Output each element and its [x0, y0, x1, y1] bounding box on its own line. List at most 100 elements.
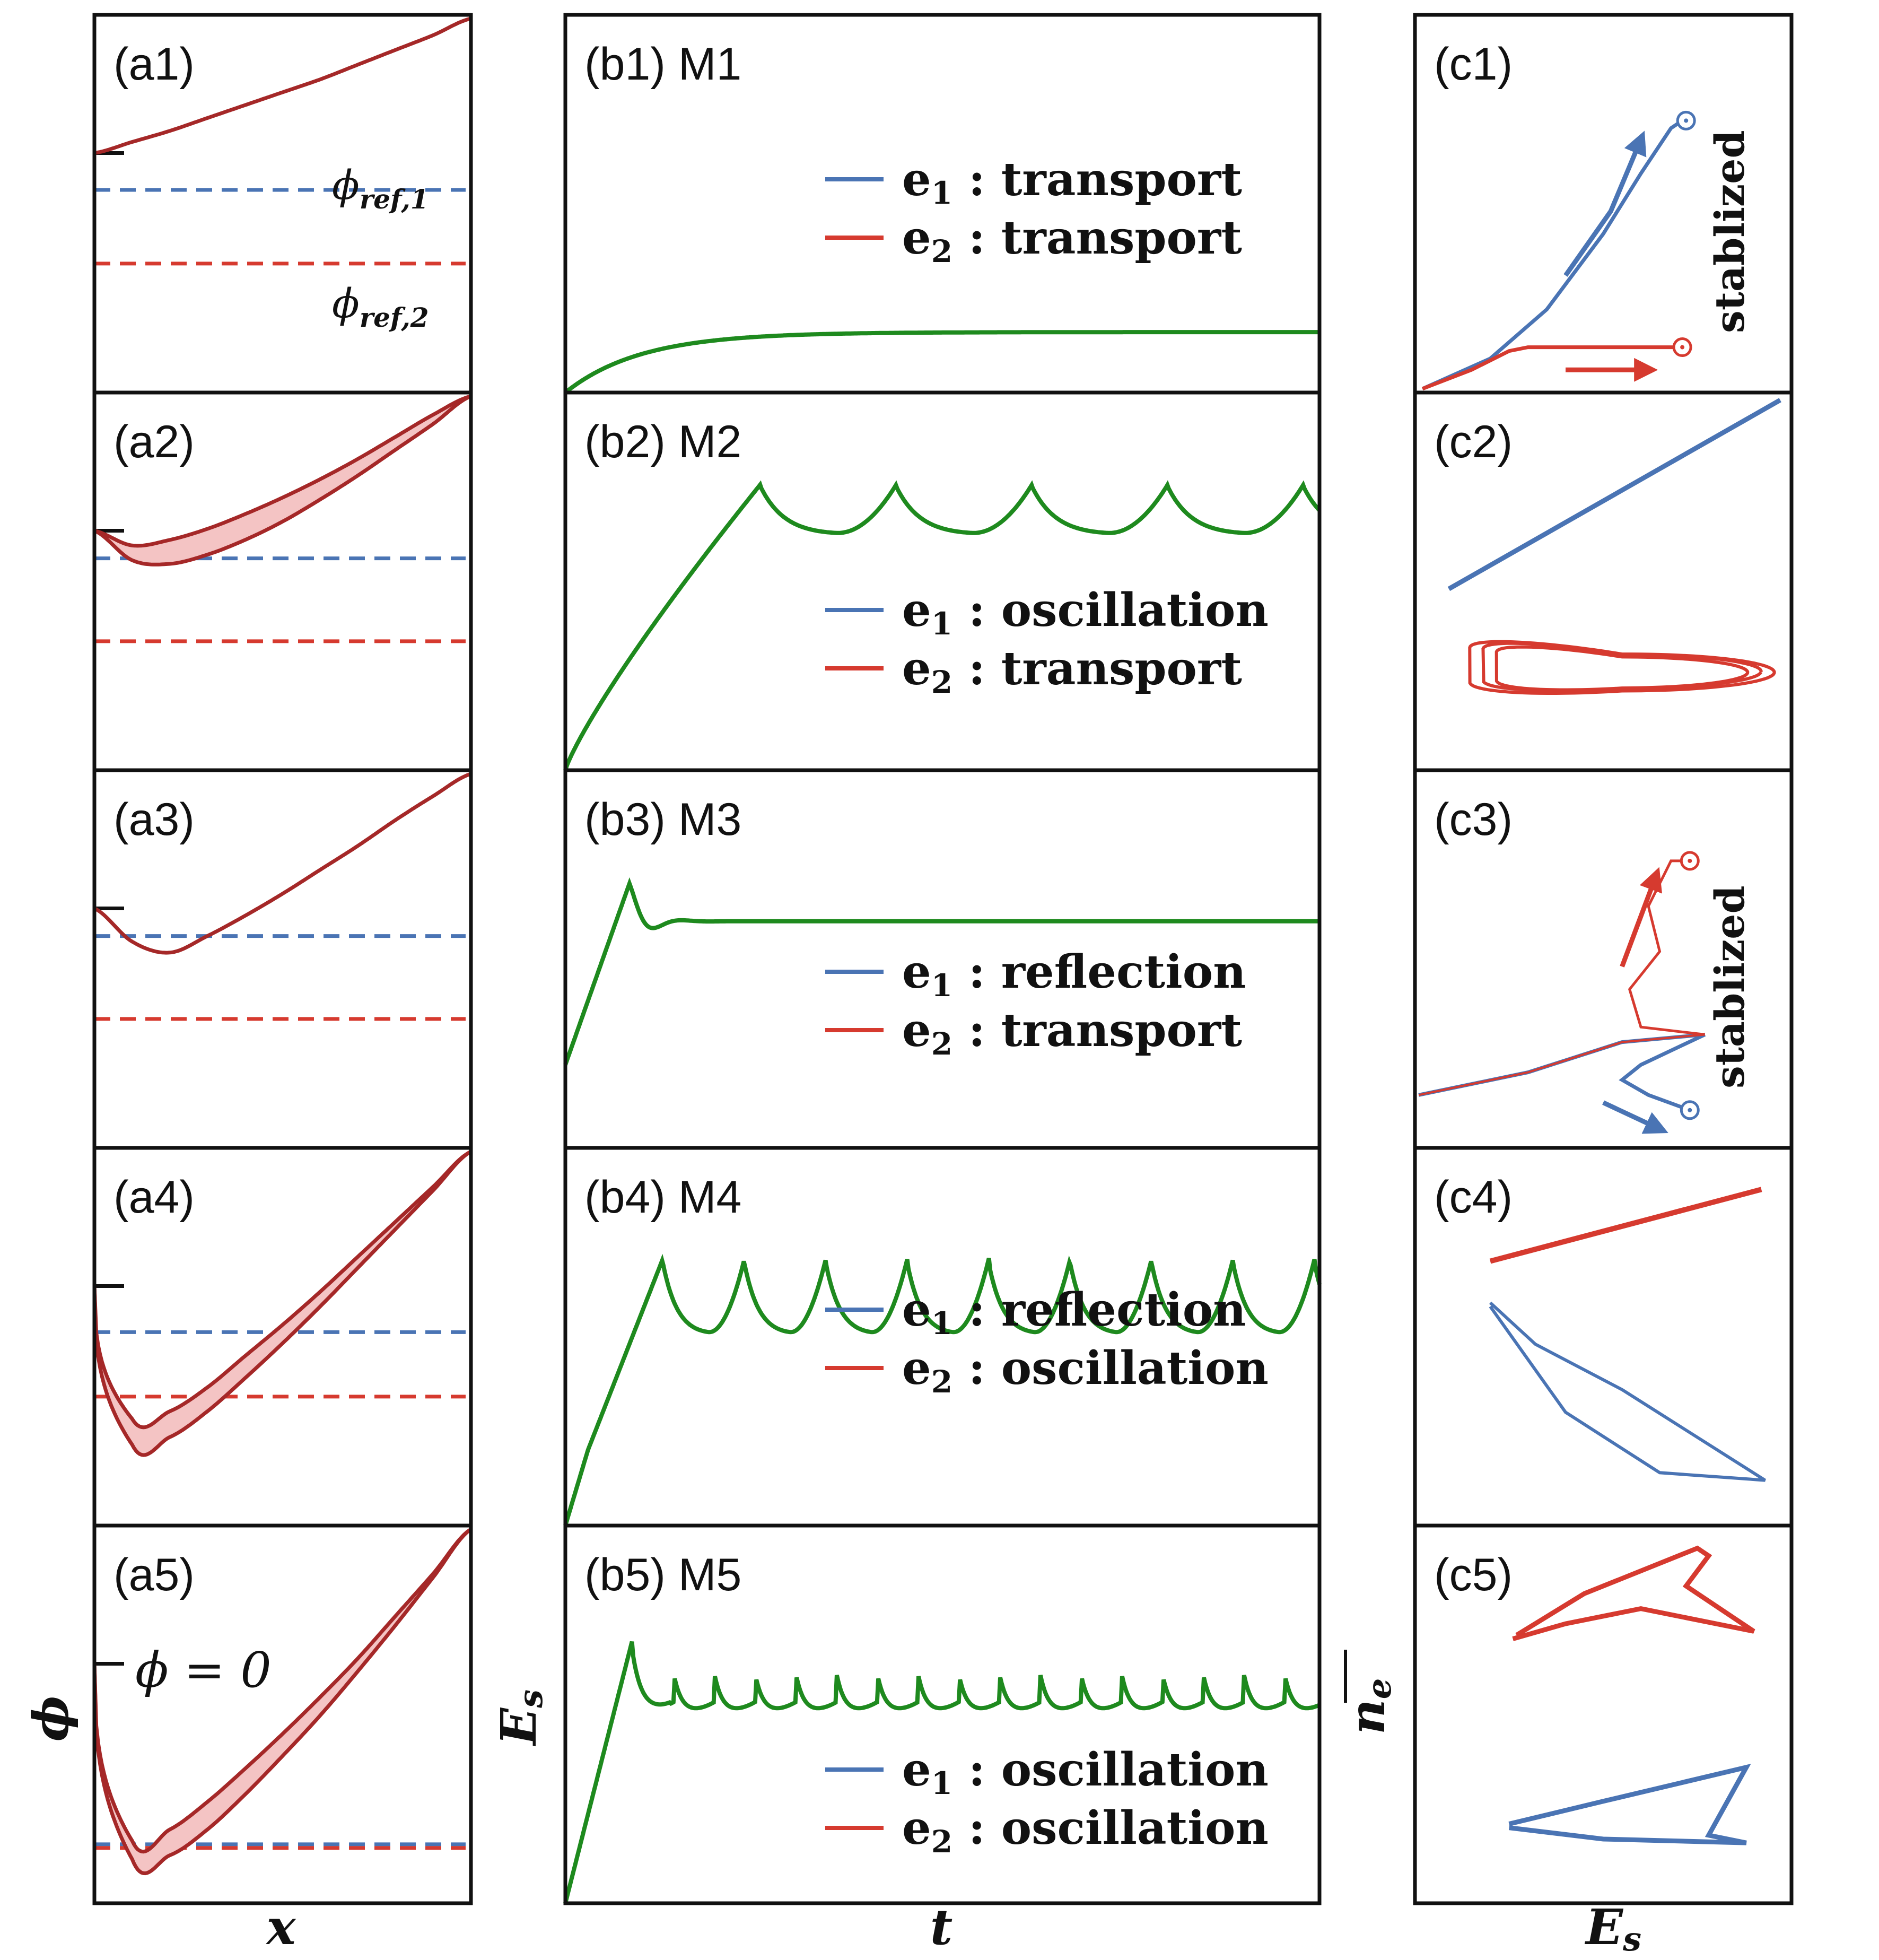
e1-arrow	[1602, 1100, 1668, 1134]
legend-entry: e2 : transport	[825, 1004, 1242, 1062]
panel-label: (a4)	[113, 1172, 195, 1223]
panel-label: (c5)	[1434, 1549, 1513, 1600]
e2-trajectory	[1418, 1033, 1705, 1096]
ylabel-b: Es	[490, 1689, 550, 1747]
xlabel-b: t	[930, 1898, 953, 1956]
es-curve	[563, 877, 1319, 1066]
e1-trajectory	[1489, 1301, 1766, 1482]
phi-ref1-label: ϕref,1	[332, 161, 429, 215]
fixed-point-dot	[1688, 1108, 1692, 1112]
panel-label: (c2)	[1434, 416, 1513, 467]
panel-a3: (a3)	[92, 768, 473, 1150]
e1-trajectory	[1447, 398, 1781, 591]
phi-band	[94, 1151, 471, 1456]
panel-frame	[563, 1523, 1322, 1905]
phi-curve-lower	[92, 1528, 473, 1876]
panel-frame	[1413, 1523, 1794, 1905]
panel-label: (b4) M4	[584, 1172, 741, 1223]
es-curve	[564, 330, 1319, 395]
e2-trajectory	[1512, 1545, 1755, 1641]
fixed-point-dot	[1688, 858, 1692, 863]
panel-label: (c4)	[1434, 1172, 1513, 1223]
panel-c4: (c4)	[1413, 1146, 1794, 1528]
legend-label: e2 : transport	[902, 642, 1242, 700]
legend-entry: e2 : transport	[825, 642, 1242, 700]
legend-label: e1 : oscillation	[902, 1743, 1269, 1801]
phi-curve-lower	[93, 394, 472, 567]
legend-entry: e1 : oscillation	[825, 583, 1269, 642]
phi-curve	[94, 16, 471, 155]
panel-c2: (c2)	[1413, 390, 1794, 772]
phi-curve-upper	[94, 394, 471, 548]
phi-curve-upper	[92, 1149, 472, 1430]
legend-label: e1 : reflection	[902, 1283, 1246, 1341]
e2-trajectory	[1489, 1187, 1762, 1264]
panel-a5: (a5)	[92, 1523, 473, 1905]
panel-label: (c3)	[1434, 794, 1513, 845]
es-curve	[563, 1641, 1321, 1904]
xlabel-c: Es	[1584, 1898, 1641, 1958]
legend-entry: e1 : transport	[825, 153, 1242, 211]
legend-entry: e2 : transport	[825, 211, 1242, 269]
legend-entry: e1 : oscillation	[825, 1743, 1269, 1801]
phi-curve	[93, 772, 472, 955]
phi-curve-lower	[92, 1149, 472, 1457]
ylabel-c: ne	[1339, 1650, 1399, 1735]
phi-band	[94, 396, 471, 565]
e1-arrow	[1563, 130, 1647, 277]
legend-label: e1 : oscillation	[902, 583, 1269, 642]
panel-label: (b2) M2	[584, 416, 741, 467]
xlabel-a: x	[266, 1898, 296, 1956]
panel-label: (a3)	[113, 794, 195, 845]
panel-a4: (a4)	[92, 1146, 473, 1528]
reference-labels: ϕref,1 ϕref,2	[332, 161, 429, 333]
panel-label: (c1)	[1434, 39, 1513, 90]
legend-entry: e1 : reflection	[825, 945, 1246, 1004]
panel-label: (a1)	[113, 39, 195, 90]
legend-label: e1 : transport	[902, 153, 1242, 211]
phi-zero-label: ϕ = 0	[135, 1642, 272, 1698]
e2-trajectory	[1421, 345, 1683, 391]
e2-trajectory	[1468, 640, 1776, 695]
panel-c5: (c5)	[1413, 1523, 1794, 1905]
legend-entry: e2 : oscillation	[825, 1341, 1269, 1400]
fixed-point-dot	[1680, 345, 1685, 350]
svg-text:ne: ne	[1339, 1678, 1399, 1735]
ylabel-a: ϕ	[22, 1696, 80, 1742]
column-a: (a1) (a2) (a3) (a4) (a5)	[92, 13, 473, 1905]
legend-label: e2 : oscillation	[902, 1341, 1269, 1400]
legend-label: e1 : reflection	[902, 945, 1246, 1004]
e2-branch	[1628, 859, 1705, 1036]
es-curve	[563, 1253, 1322, 1527]
legend-label: e2 : transport	[902, 211, 1242, 269]
legend-entry: e1 : reflection	[825, 1283, 1246, 1341]
legend-label: e2 : transport	[902, 1004, 1242, 1062]
e1-trajectory	[1508, 1763, 1751, 1845]
e1-branch	[1619, 1033, 1706, 1112]
panel-label: (b3) M3	[584, 794, 741, 845]
panel-label: (a2)	[113, 416, 195, 467]
phi-curve-upper	[92, 1527, 472, 1854]
panel-label: (b5) M5	[584, 1549, 741, 1600]
fixed-point-dot	[1684, 118, 1689, 123]
panel-c1: stablized (c1)	[1413, 13, 1794, 395]
es-curve	[563, 480, 1321, 771]
panel-label: (a5)	[113, 1549, 195, 1600]
panel-frame	[92, 1523, 473, 1905]
phi-ref2-label: ϕref,2	[332, 280, 429, 333]
legend-label: e2 : oscillation	[902, 1801, 1269, 1860]
panel-a2: (a2)	[92, 390, 473, 772]
axis-labels: x t Es ϕ Es ne	[22, 1650, 1641, 1958]
panel-label: (b1) M1	[584, 39, 741, 90]
legend-entry: e2 : oscillation	[825, 1801, 1269, 1860]
column-c: stablized (c1) (c2) stablized (c3) (c4) (c5)	[1413, 13, 1794, 1905]
panel-c3: stablized (c3)	[1413, 768, 1794, 1150]
e2-arrow	[1620, 867, 1663, 968]
stabilized-note: stablized	[1706, 885, 1753, 1088]
